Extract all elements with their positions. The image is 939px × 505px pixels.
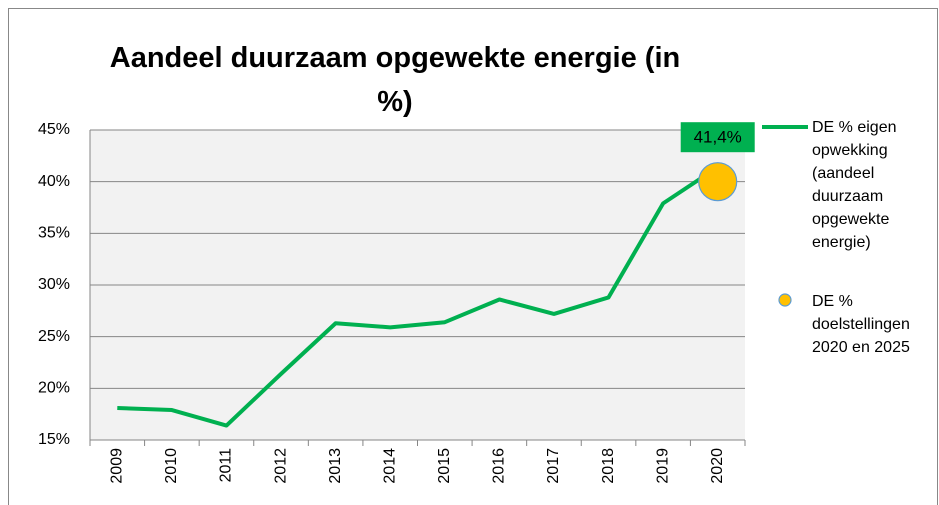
x-tick-label: 2013 — [327, 448, 344, 484]
legend-marker — [778, 293, 792, 307]
x-tick-label: 2017 — [545, 448, 562, 484]
y-tick-label: 40% — [38, 173, 70, 190]
y-tick-label: 45% — [38, 121, 70, 138]
x-tick-label: 2019 — [654, 448, 671, 484]
y-tick-label: 35% — [38, 225, 70, 242]
x-tick-label: 2020 — [709, 448, 726, 484]
x-tick-label: 2012 — [272, 448, 289, 484]
y-tick-label: 30% — [38, 276, 70, 293]
line-series — [117, 165, 719, 428]
chart-title: Aandeel duurzaam opgewekte energie (in %… — [109, 42, 681, 118]
data-label: 41,4% — [694, 128, 742, 147]
x-tick-label: 2015 — [436, 448, 453, 484]
x-tick-label: 2011 — [218, 448, 235, 483]
y-tick-label: 25% — [38, 328, 70, 345]
x-tick-label: 2016 — [491, 448, 508, 484]
y-tick-label: 15% — [38, 431, 70, 448]
chart-frame — [8, 8, 938, 505]
x-tick-label: 2018 — [600, 448, 617, 484]
data-label-box — [680, 122, 755, 153]
legend-label: DE % doelstellingen 2020 en 2025 — [812, 293, 910, 356]
x-tick-label: 2010 — [163, 448, 180, 484]
legend-label: DE % eigen opwekking (aandeel duurzaam o… — [812, 119, 897, 251]
x-tick-label: 2009 — [109, 448, 126, 484]
y-tick-label: 20% — [38, 380, 70, 397]
target-marker — [698, 162, 738, 202]
x-tick-label: 2014 — [381, 448, 398, 484]
